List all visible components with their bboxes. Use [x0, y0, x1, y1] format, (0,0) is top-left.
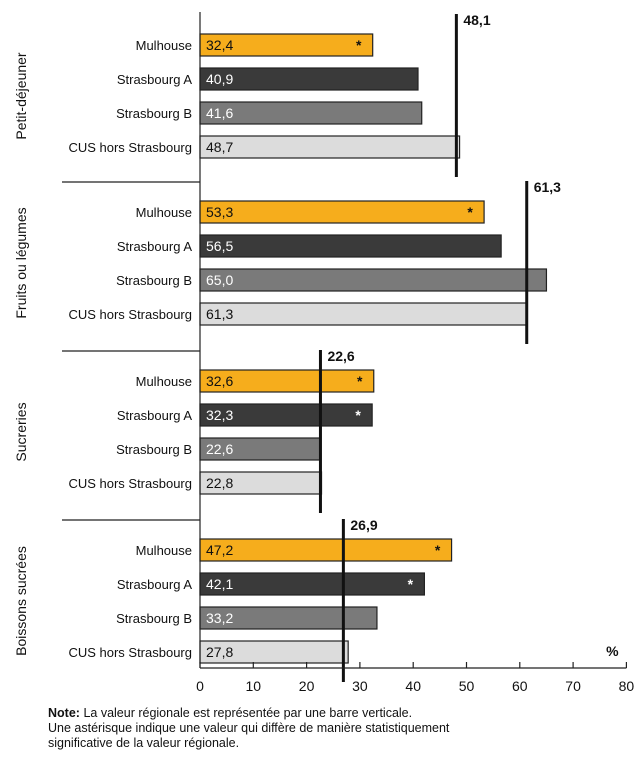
significance-asterisk: *: [357, 373, 363, 389]
note-line-3: significative de la valeur régionale.: [48, 736, 240, 750]
x-axis-unit: %: [606, 643, 619, 659]
category-label: Strasbourg B: [116, 273, 192, 288]
x-tick-label: 60: [512, 678, 528, 694]
category-label: Mulhouse: [136, 374, 192, 389]
significance-asterisk: *: [356, 37, 362, 53]
value-label: 53,3: [206, 204, 233, 220]
regional-value-label: 22,6: [327, 348, 354, 364]
x-tick-label: 30: [352, 678, 368, 694]
category-label: CUS hors Strasbourg: [68, 140, 192, 155]
category-label: Strasbourg A: [117, 408, 192, 423]
value-label: 32,6: [206, 373, 233, 389]
x-tick-label: 40: [405, 678, 421, 694]
bar: [199, 538, 453, 562]
group-label: Boissons sucrées: [13, 546, 29, 656]
value-label: 41,6: [206, 105, 233, 121]
significance-asterisk: *: [467, 204, 473, 220]
value-label: 33,2: [206, 610, 233, 626]
x-tick-label: 20: [299, 678, 315, 694]
category-label: Mulhouse: [136, 205, 192, 220]
category-label: Mulhouse: [136, 543, 192, 558]
note-text-1: La valeur régionale est représentée par …: [83, 706, 413, 720]
note-line-1: Note: La valeur régionale est représenté…: [48, 706, 628, 721]
note-line-2: Une astérisque indique une valeur qui di…: [48, 721, 450, 735]
category-label: Strasbourg A: [117, 577, 192, 592]
category-label: CUS hors Strasbourg: [68, 307, 192, 322]
significance-asterisk: *: [355, 407, 361, 423]
regional-value-label: 26,9: [350, 517, 377, 533]
chart-note: Note: La valeur régionale est représenté…: [48, 706, 628, 751]
value-label: 48,7: [206, 139, 233, 155]
bar: [199, 572, 425, 596]
x-tick-label: 70: [565, 678, 581, 694]
category-label: Strasbourg B: [116, 106, 192, 121]
value-label: 47,2: [206, 542, 233, 558]
value-label: 65,0: [206, 272, 233, 288]
bar: [199, 234, 502, 258]
bar: [199, 200, 485, 224]
value-label: 27,8: [206, 644, 233, 660]
value-label: 22,6: [206, 441, 233, 457]
x-tick-label: 80: [619, 678, 635, 694]
group-label: Petit-déjeuner: [13, 52, 29, 140]
x-tick-label: 0: [196, 678, 204, 694]
category-label: Strasbourg A: [117, 239, 192, 254]
bar: [199, 302, 528, 326]
significance-asterisk: *: [408, 576, 414, 592]
note-label: Note:: [48, 706, 80, 720]
bar: [199, 268, 548, 292]
group-label: Fruits ou légumes: [13, 207, 29, 318]
value-label: 40,9: [206, 71, 233, 87]
category-label: CUS hors Strasbourg: [68, 476, 192, 491]
category-label: CUS hors Strasbourg: [68, 645, 192, 660]
regional-value-label: 61,3: [534, 179, 561, 195]
group-label: Sucreries: [13, 402, 29, 461]
significance-asterisk: *: [435, 542, 441, 558]
value-label: 61,3: [206, 306, 233, 322]
category-label: Mulhouse: [136, 38, 192, 53]
category-label: Strasbourg B: [116, 442, 192, 457]
regional-value-label: 48,1: [463, 12, 490, 28]
value-label: 22,8: [206, 475, 233, 491]
bar: [199, 101, 423, 125]
value-label: 32,3: [206, 407, 233, 423]
x-tick-label: 10: [246, 678, 262, 694]
x-tick-label: 50: [459, 678, 475, 694]
value-label: 32,4: [206, 37, 233, 53]
category-label: Strasbourg B: [116, 611, 192, 626]
value-label: 56,5: [206, 238, 233, 254]
value-label: 42,1: [206, 576, 233, 592]
bar: [199, 135, 461, 159]
category-label: Strasbourg A: [117, 72, 192, 87]
bar-chart: Petit-déjeuner Mulhouse 32,4 * Strasbourg A 4…: [13, 12, 635, 694]
